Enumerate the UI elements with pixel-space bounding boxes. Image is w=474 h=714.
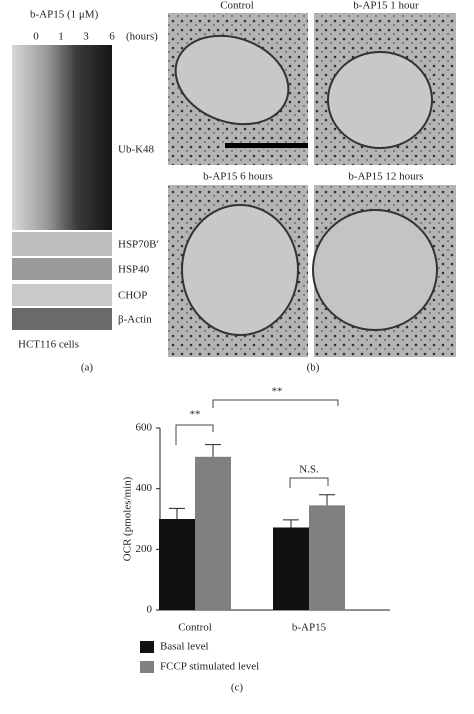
image-title: Control [220,0,254,12]
lane-label: 3 [83,31,89,43]
lane-label: 1 [58,31,64,43]
panel-label: (c) [231,682,244,694]
mitochondrion [312,209,438,331]
error-bar [319,494,335,506]
bar [159,519,195,610]
y-tick-label: 200 [136,543,153,555]
blot-hsp40 [12,258,112,280]
mitochondrion [174,34,290,126]
treatment-label: b-AP15 (1 μM) [30,9,99,21]
blot-chop [12,284,112,306]
significance-bracket [175,424,214,445]
legend-swatch [140,641,154,653]
image-title: b-AP15 1 hour [353,0,419,12]
lane-unit: (hours) [126,31,158,43]
legend-label: Basal level [160,641,209,653]
y-tick-label: 600 [136,422,153,434]
y-axis-label: OCR (pmoles/min) [122,476,134,561]
bar [195,456,231,610]
x-tick-label: b-AP15 [292,622,327,634]
error-bar [169,507,185,519]
lane-label: 6 [109,31,115,43]
blot-label: β-Actin [118,314,152,326]
blot-label: HSP40 [118,264,150,276]
image-title: b-AP15 12 hours [348,171,423,183]
x-tick-label: Control [178,622,212,634]
bar [273,527,309,610]
blot-hsp70 [12,232,112,256]
image-title: b-AP15 6 hours [203,171,273,183]
blot-label: CHOP [118,290,147,302]
significance-label: ** [272,386,283,398]
y-tick-label: 0 [147,604,153,616]
error-bar [205,444,221,457]
bar [309,505,345,610]
scale-bar [225,143,308,148]
legend-label: FCCP stimulated level [160,661,259,673]
mitochondrion [181,204,299,336]
significance-bracket [212,399,339,408]
bar-chart: OCR (pmoles/min) (c) 0 200 400 600 Control b-… [122,386,390,694]
cell-line: HCT116 cells [18,339,79,351]
y-tick-label: 400 [136,482,153,494]
blot-ub-k48 [12,45,112,230]
blot-label: HSP70B′ [118,239,159,251]
mitochondrion [327,51,433,149]
significance-label: N.S. [299,464,319,476]
blot-actin [12,308,112,330]
panel-label: (b) [307,362,320,374]
significance-bracket [289,477,329,488]
significance-label: ** [190,409,201,421]
blot-label: Ub-K48 [118,144,155,156]
error-bar [283,519,299,528]
panel-b: Control b-AP15 1 hour b-AP15 6 hours b-A… [168,0,456,374]
lane-label: 0 [33,31,39,43]
legend-swatch [140,661,154,673]
panel-a: b-AP15 (1 μM) 0 1 3 6 (hours) Ub-K48 HSP… [12,9,159,374]
panel-label: (a) [81,362,94,374]
